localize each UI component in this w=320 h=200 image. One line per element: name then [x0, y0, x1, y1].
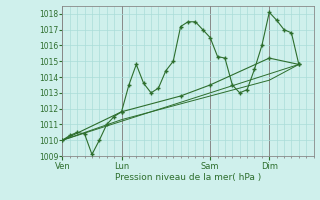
X-axis label: Pression niveau de la mer( hPa ): Pression niveau de la mer( hPa )	[115, 173, 261, 182]
